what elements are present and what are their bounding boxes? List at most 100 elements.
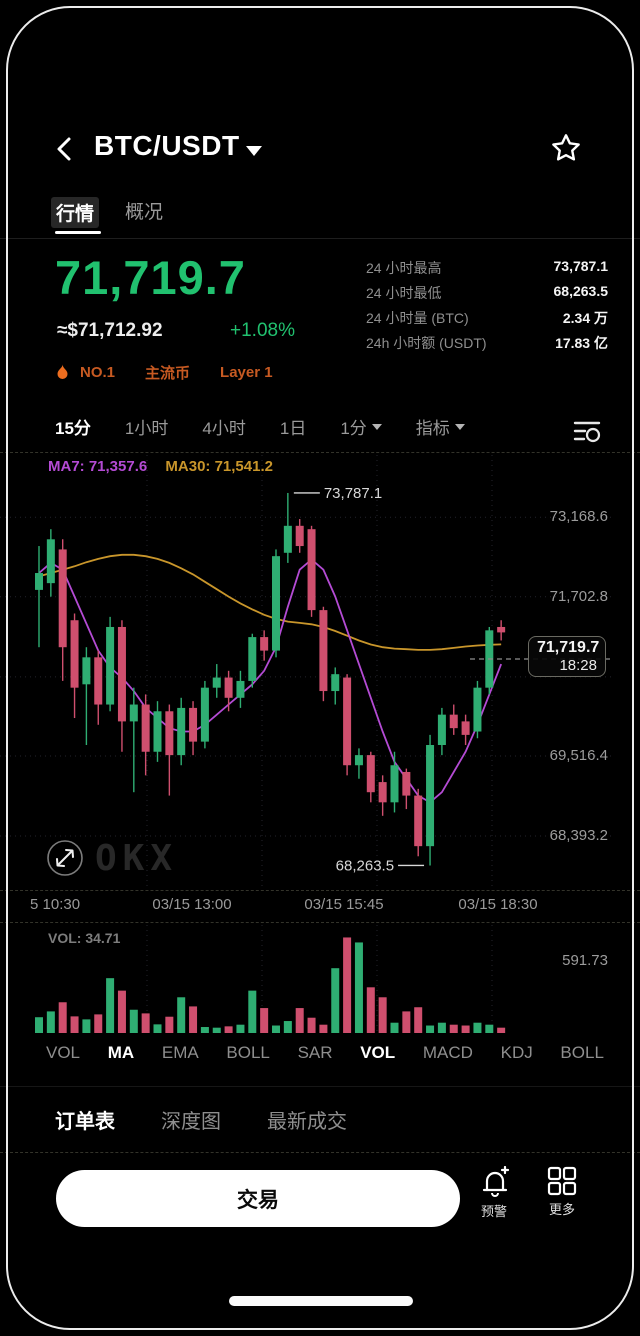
candle-body (354, 755, 363, 766)
indicator-tab-ema[interactable]: EMA (161, 1043, 199, 1062)
stat-label: 24h 小时额 (USDT) (366, 335, 487, 351)
candle-body (200, 687, 209, 742)
timeframe-1小时[interactable]: 1小时 (124, 419, 169, 438)
candle-body (224, 677, 233, 698)
candle-body (331, 674, 340, 692)
ma-labels: MA7: 71,357.6 MA30: 71,541.2 (48, 458, 273, 475)
volume-bar (224, 1026, 233, 1033)
volume-bar (82, 1019, 91, 1033)
candle-body (189, 707, 198, 742)
timeframe-1日[interactable]: 1日 (279, 419, 307, 438)
price-axis-label: 68,393.2 (549, 827, 608, 845)
tag-rank[interactable]: NO.1 (80, 364, 116, 381)
volume-bar (248, 990, 257, 1033)
candle-body (46, 539, 55, 584)
more-action[interactable]: 更多 (540, 1166, 584, 1218)
divider (0, 1152, 640, 1153)
volume-bar (319, 1024, 328, 1033)
candle-body (236, 680, 245, 698)
ma30-line (38, 553, 502, 651)
badge-time: 18:28 (559, 657, 597, 674)
high-annotation-text: 73,787.1 (324, 485, 382, 502)
volume-bar (390, 1022, 399, 1033)
volume-chart[interactable] (0, 925, 640, 1033)
candle-body (248, 637, 257, 681)
indicator-tab-kdj[interactable]: KDJ (500, 1043, 533, 1062)
indicator-tab-boll[interactable]: BOLL (560, 1043, 604, 1062)
divider (0, 890, 640, 891)
ma7-value: MA7: 71,357.6 (48, 458, 148, 475)
more-grid-icon (547, 1166, 577, 1196)
bottom-tab[interactable]: 深度图 (161, 1111, 221, 1133)
volume-bar (129, 1009, 138, 1033)
volume-bar (35, 1017, 43, 1033)
chevron-down-icon (371, 423, 382, 430)
candle-body (414, 795, 423, 847)
bottom-tab[interactable]: 最新成交 (267, 1111, 347, 1133)
tag-category[interactable]: 主流币 (145, 365, 191, 382)
volume-bar (449, 1024, 458, 1033)
stat-row: 24 小时量 (BTC) 2.34 万 (366, 308, 608, 328)
indicator-tab-sar[interactable]: SAR (297, 1043, 333, 1062)
favorite-star-icon[interactable] (550, 132, 582, 164)
stat-value: 68,263.5 (553, 283, 609, 299)
fullscreen-expand-icon[interactable] (45, 838, 85, 878)
chart-settings-icon[interactable] (572, 418, 602, 444)
indicator-tab-vol[interactable]: VOL (360, 1043, 396, 1062)
volume-bar (141, 1013, 150, 1033)
indicator-tab-macd[interactable]: MACD (422, 1043, 473, 1062)
flame-icon (57, 364, 68, 379)
stat-row: 24h 小时额 (USDT) 17.83 亿 (366, 333, 608, 353)
candle-body (437, 714, 446, 745)
candlestick-chart[interactable]: 73,787.1 68,263.5 (0, 455, 640, 890)
stat-value: 73,787.1 (553, 258, 609, 274)
stat-value: 2.34 万 (562, 310, 608, 326)
candle-body (343, 677, 352, 766)
candle-body (35, 573, 43, 590)
price-change: +1.08% (230, 320, 295, 341)
timeframe-row: 15分 1小时 4小时 1日 1分 指标 (55, 414, 465, 439)
low-annotation-text: 68,263.5 (336, 857, 394, 874)
tab-market[interactable]: 行情 (51, 197, 100, 228)
volume-bar (354, 942, 363, 1033)
timeframe-1分[interactable]: 1分 (340, 414, 382, 439)
candle-body (94, 657, 103, 705)
ma7-line (38, 558, 502, 804)
indicator-tab-vol[interactable]: VOL (46, 1043, 81, 1062)
volume-bar (46, 1011, 55, 1033)
badge-price: 71,719.7 (537, 639, 600, 656)
indicator-tab-ma[interactable]: MA (107, 1043, 135, 1062)
back-icon[interactable] (50, 134, 80, 164)
volume-bar (497, 1027, 506, 1033)
timeframe-指标[interactable]: 指标 (416, 414, 465, 439)
home-indicator[interactable] (229, 1296, 413, 1306)
stat-label: 24 小时最高 (366, 260, 442, 276)
price-axis-label: 69,516.4 (549, 747, 608, 765)
tab-overview[interactable]: 概况 (125, 202, 164, 223)
candle-body (319, 610, 328, 692)
trade-button[interactable]: 交易 (56, 1170, 460, 1227)
more-label: 更多 (548, 1202, 575, 1217)
volume-bar (295, 1008, 304, 1033)
indicator-tab-boll[interactable]: BOLL (226, 1043, 270, 1062)
volume-bar (331, 968, 340, 1033)
volume-bar (343, 937, 352, 1033)
alert-action[interactable]: 预警 (472, 1166, 516, 1220)
timeframe-15分[interactable]: 15分 (55, 419, 91, 438)
volume-bar (70, 1016, 79, 1033)
candle-body (426, 745, 435, 847)
candle-body (497, 626, 506, 633)
candle-body (307, 529, 316, 611)
candle-body (260, 637, 269, 651)
tag-layer[interactable]: Layer 1 (220, 364, 273, 381)
candle-body (295, 525, 304, 547)
pair-dropdown-caret-icon[interactable] (246, 146, 262, 156)
candle-body (366, 755, 375, 793)
volume-bar (473, 1022, 482, 1033)
timeframe-4小时[interactable]: 4小时 (202, 419, 246, 438)
candle-body (106, 626, 115, 705)
volume-bar (58, 1002, 67, 1033)
candle-body (449, 714, 458, 729)
bottom-tab[interactable]: 订单表 (55, 1111, 115, 1133)
pair-title[interactable]: BTC/USDT (94, 130, 240, 161)
